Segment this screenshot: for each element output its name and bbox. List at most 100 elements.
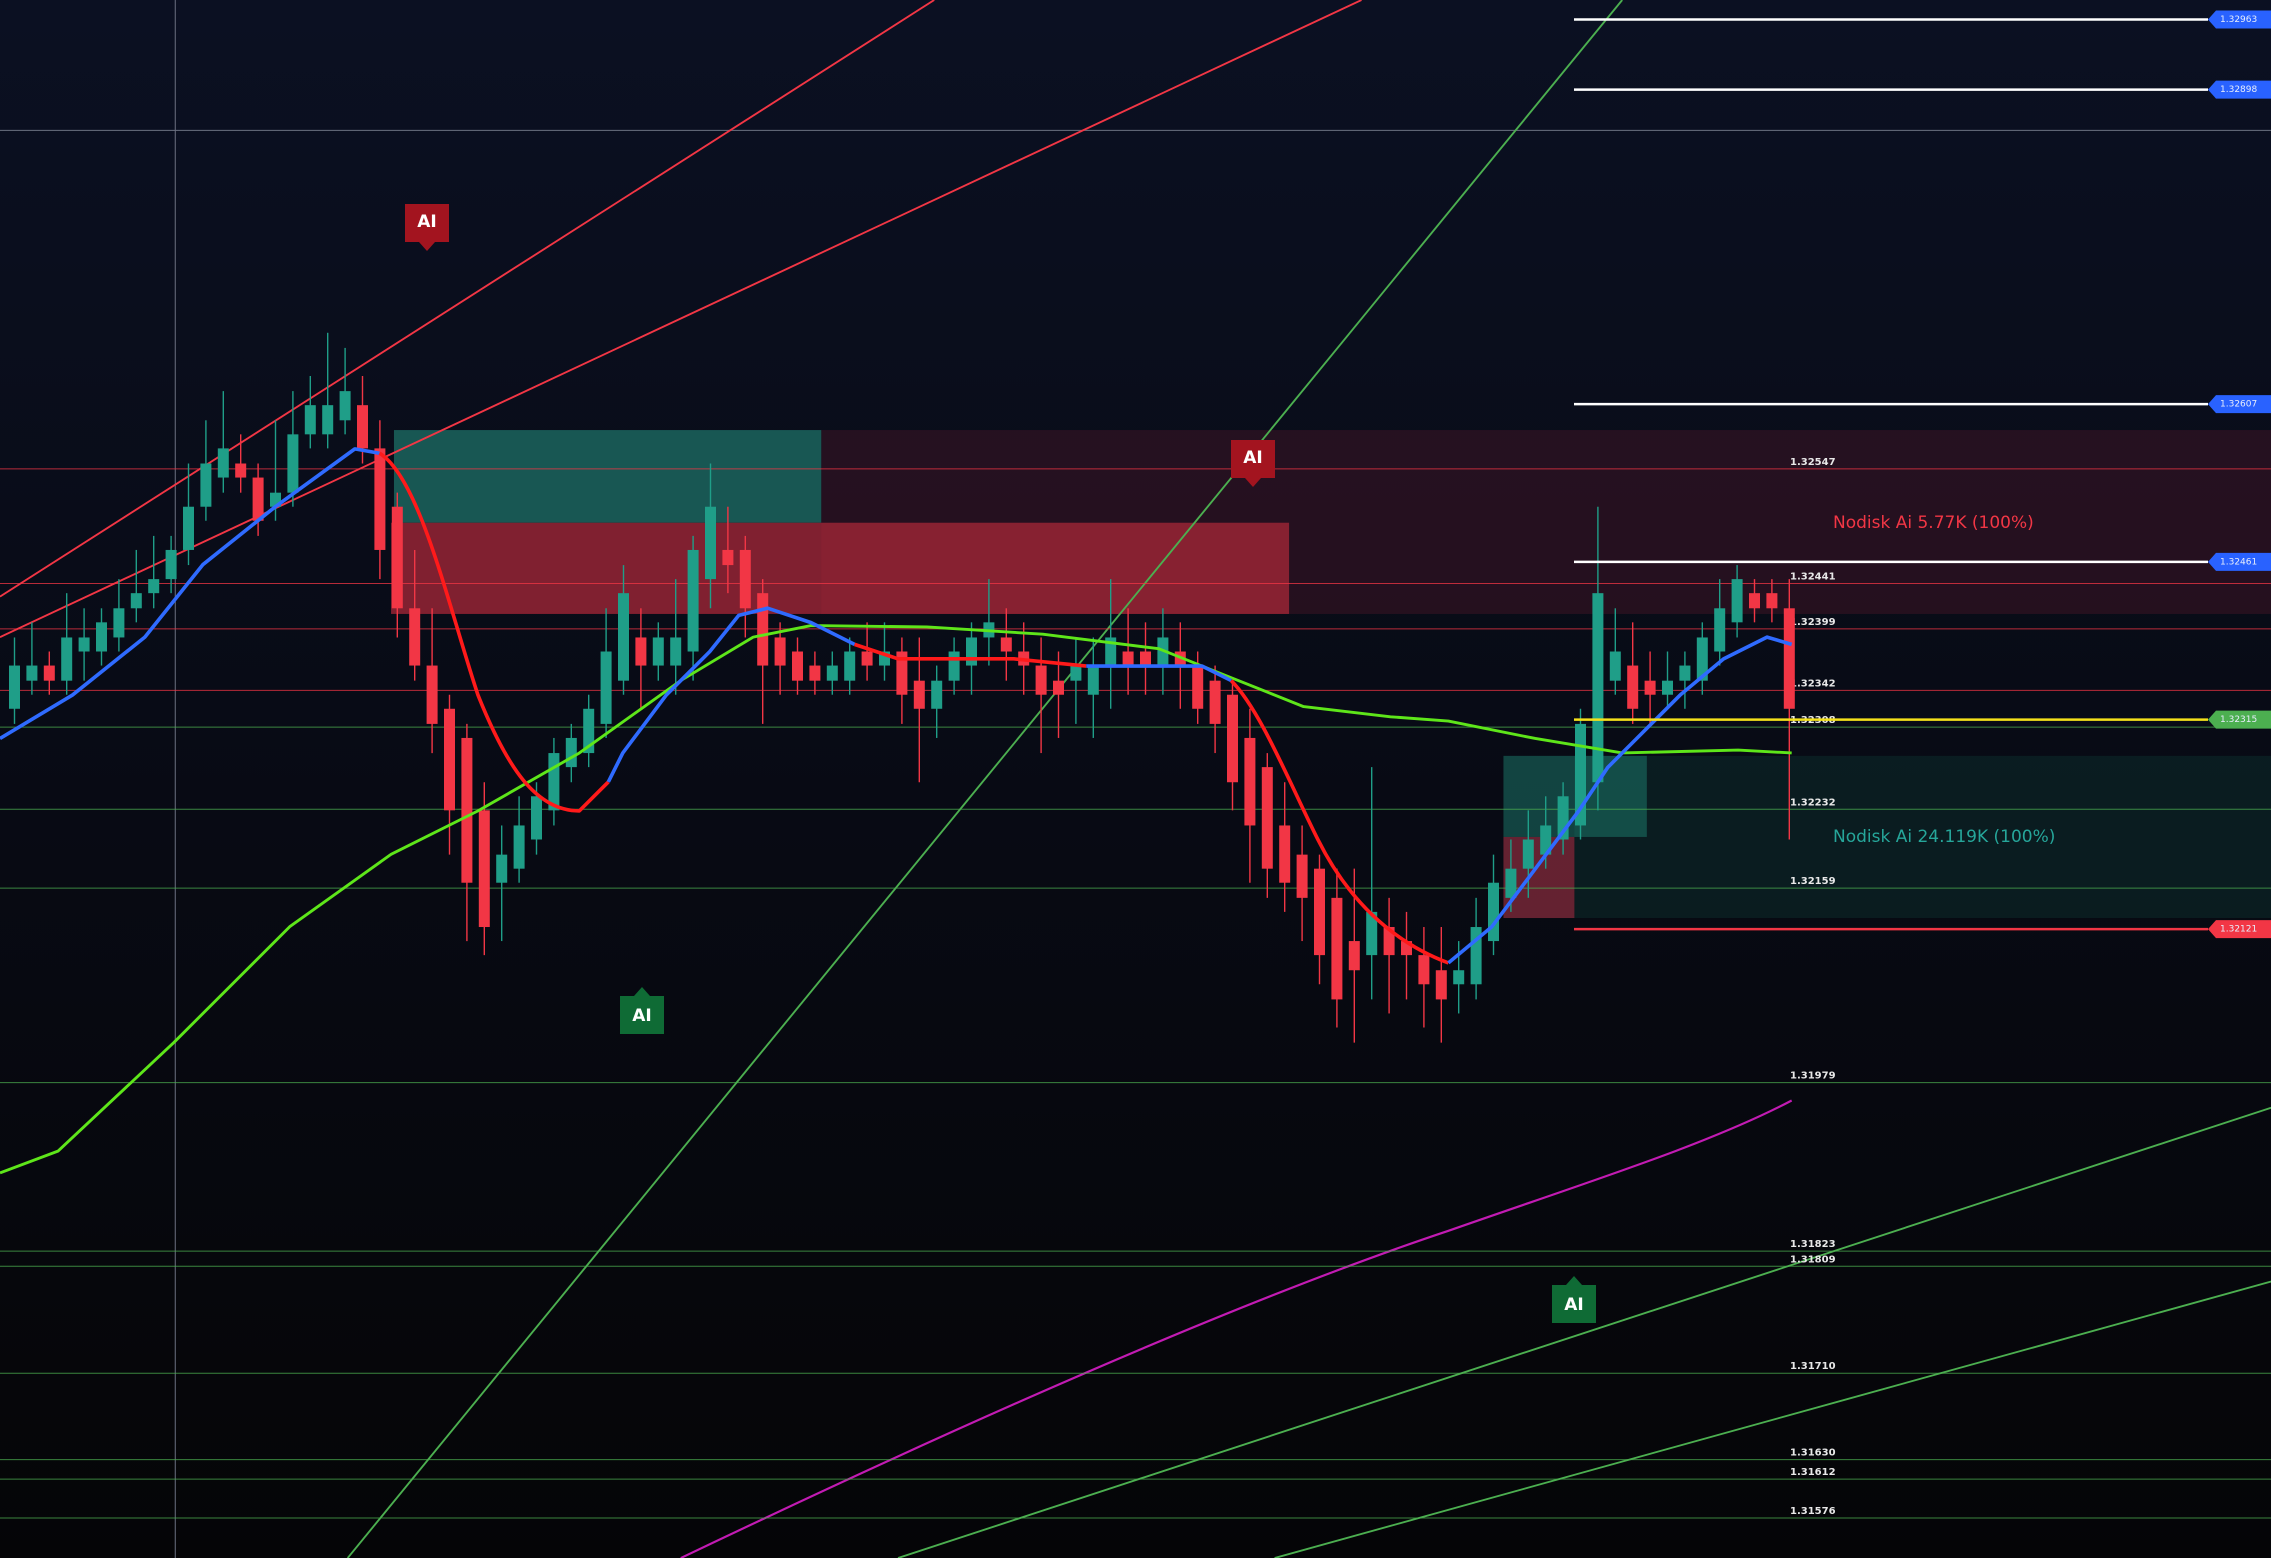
level-label: 1.31979 bbox=[1790, 1071, 1836, 1082]
candle-body bbox=[844, 651, 856, 681]
candle-body bbox=[1749, 593, 1760, 609]
signal-badge bbox=[620, 987, 664, 1034]
ma-line bbox=[378, 451, 610, 813]
levels: 1.325471.324411.323991.323421.323081.322… bbox=[0, 457, 2271, 1519]
candle-body bbox=[1696, 637, 1708, 681]
candle-body bbox=[43, 665, 55, 681]
signal-badge bbox=[1231, 440, 1275, 487]
candle-body bbox=[200, 463, 212, 507]
badge-label: AI bbox=[1243, 448, 1262, 468]
candle-body bbox=[722, 549, 734, 566]
candle-body bbox=[1209, 680, 1221, 724]
zone-annotation: Nodisk Ai 24.119K (100%) bbox=[1833, 827, 2055, 847]
indicators bbox=[0, 447, 1793, 1175]
candle-body bbox=[792, 651, 803, 681]
level-label: 1.32399 bbox=[1790, 617, 1836, 628]
candle-body bbox=[548, 753, 560, 811]
trend-line bbox=[0, 0, 1362, 638]
zone-annotation: Nodisk Ai 5.77K (100%) bbox=[1833, 513, 2034, 533]
candle-body bbox=[652, 637, 664, 666]
candle-body bbox=[426, 665, 438, 724]
candle-body bbox=[1105, 637, 1117, 666]
candle-body bbox=[931, 680, 943, 709]
candle-body bbox=[618, 593, 629, 681]
candle-body bbox=[1470, 927, 1482, 985]
candle-body bbox=[1557, 796, 1569, 840]
ma-line bbox=[1086, 664, 1232, 683]
candle-body bbox=[444, 708, 455, 811]
candle-body bbox=[1035, 665, 1047, 695]
price-tag bbox=[2208, 552, 2271, 571]
candle-body bbox=[774, 637, 786, 666]
ma-line bbox=[1447, 635, 1793, 965]
candle-body bbox=[130, 593, 142, 609]
trend-line bbox=[0, 0, 935, 598]
candle-body bbox=[896, 651, 908, 695]
price-tag-label: 1.32315 bbox=[2220, 715, 2257, 725]
level-label: 1.32547 bbox=[1790, 457, 1836, 468]
candle-body bbox=[1244, 737, 1256, 826]
candle-body bbox=[1140, 651, 1151, 666]
price-tag bbox=[2208, 920, 2271, 939]
candle-body bbox=[1592, 593, 1604, 783]
candle-body bbox=[861, 651, 873, 666]
level-label: 1.31710 bbox=[1790, 1361, 1836, 1372]
candle-body bbox=[1644, 680, 1656, 695]
candle-body bbox=[96, 622, 107, 652]
candle-body bbox=[1662, 680, 1673, 695]
candle-body bbox=[357, 405, 368, 449]
badge-label: AI bbox=[632, 1006, 651, 1026]
ma-line bbox=[606, 606, 856, 783]
ma-line bbox=[853, 642, 1087, 668]
price-tag bbox=[2208, 710, 2271, 729]
level-label: 1.32441 bbox=[1790, 571, 1836, 582]
candle-body bbox=[1192, 665, 1204, 709]
candle-body bbox=[966, 637, 977, 666]
candle-body bbox=[1087, 665, 1099, 695]
candle-body bbox=[391, 506, 403, 609]
trend-line bbox=[897, 1106, 2271, 1558]
candle-body bbox=[670, 637, 682, 666]
candle-body bbox=[1348, 941, 1360, 971]
candle-body bbox=[565, 737, 577, 768]
price-tag-label: 1.32121 bbox=[2220, 925, 2257, 935]
candle-body bbox=[322, 405, 334, 435]
level-label: 1.32159 bbox=[1790, 876, 1836, 887]
demand-zone bbox=[393, 430, 822, 523]
ma-line bbox=[680, 1099, 1793, 1558]
candle-body bbox=[374, 448, 386, 550]
candle-body bbox=[1783, 608, 1795, 709]
candle-body bbox=[1122, 651, 1134, 666]
candle-body bbox=[339, 391, 351, 421]
candle-body bbox=[1331, 897, 1343, 1000]
candle-body bbox=[531, 796, 542, 840]
candle-body bbox=[1522, 839, 1534, 869]
candle-body bbox=[496, 854, 508, 883]
candle-body bbox=[1261, 767, 1273, 869]
level-label: 1.31809 bbox=[1790, 1254, 1836, 1265]
candle-body bbox=[1731, 579, 1743, 623]
candle-body bbox=[165, 549, 177, 580]
candle-body bbox=[583, 708, 595, 754]
candle-body bbox=[635, 637, 647, 666]
candle-body bbox=[235, 463, 247, 478]
ma-line bbox=[0, 447, 380, 741]
level-label: 1.31576 bbox=[1790, 1506, 1836, 1517]
candle-body bbox=[26, 665, 38, 681]
candle-body bbox=[1279, 825, 1291, 883]
ma-line bbox=[1229, 679, 1450, 965]
trend-line bbox=[1274, 1280, 2271, 1558]
candle-body bbox=[687, 549, 699, 652]
candle-body bbox=[1401, 941, 1412, 956]
candle-body bbox=[217, 448, 229, 478]
signal-badge bbox=[405, 204, 449, 251]
candle-body bbox=[1679, 665, 1691, 681]
candle-body bbox=[600, 651, 612, 724]
candle-body bbox=[739, 549, 751, 609]
demand-zone bbox=[1574, 755, 2271, 919]
candle-body bbox=[1366, 911, 1378, 956]
candle-body bbox=[948, 651, 960, 681]
candle-body bbox=[478, 810, 490, 928]
candle-body bbox=[513, 825, 525, 869]
